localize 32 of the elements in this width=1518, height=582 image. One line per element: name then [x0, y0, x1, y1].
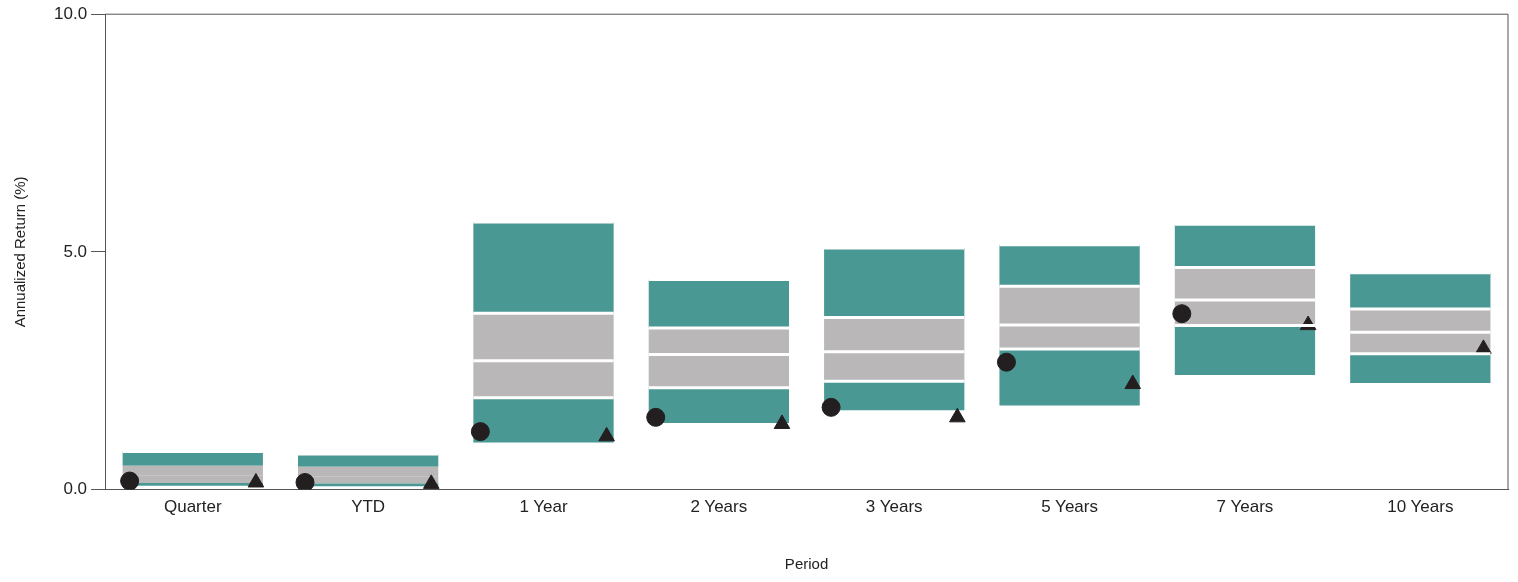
y-tick-label: 0.0: [63, 479, 88, 499]
bar: [999, 244, 1140, 287]
bar: [473, 360, 614, 398]
bar: [1350, 308, 1491, 333]
x-tick-label: 7 Years: [1216, 497, 1274, 517]
bar: [648, 279, 790, 328]
y-tick-label: 5.0: [63, 241, 88, 261]
y-tick-label: 10.0: [53, 3, 88, 23]
x-axis-title: Period: [784, 555, 829, 573]
bar: [1350, 272, 1491, 309]
bar: [648, 387, 790, 424]
x-tick-label: YTD: [351, 497, 386, 517]
bar: [999, 348, 1140, 406]
bar: [999, 286, 1140, 326]
bar: [297, 453, 439, 467]
x-tick-label: 3 Years: [865, 497, 923, 517]
bar: [473, 313, 614, 361]
bar: [473, 221, 614, 314]
x-tick-label: 2 Years: [690, 497, 748, 517]
bar: [473, 397, 614, 443]
x-tick-label: 10 Years: [1387, 497, 1454, 517]
bar: [648, 354, 790, 388]
x-tick-label: Quarter: [163, 497, 222, 517]
y-axis-title: Annualized Return (%): [11, 176, 29, 328]
bar: [1174, 224, 1316, 268]
bar: [1174, 325, 1316, 376]
bar: [1174, 267, 1316, 300]
bar: [824, 248, 965, 318]
bar: [1350, 353, 1491, 384]
x-tick-label: 1 Year: [519, 497, 568, 517]
x-tick-label: 5 Years: [1041, 497, 1098, 517]
bar: [824, 351, 965, 382]
